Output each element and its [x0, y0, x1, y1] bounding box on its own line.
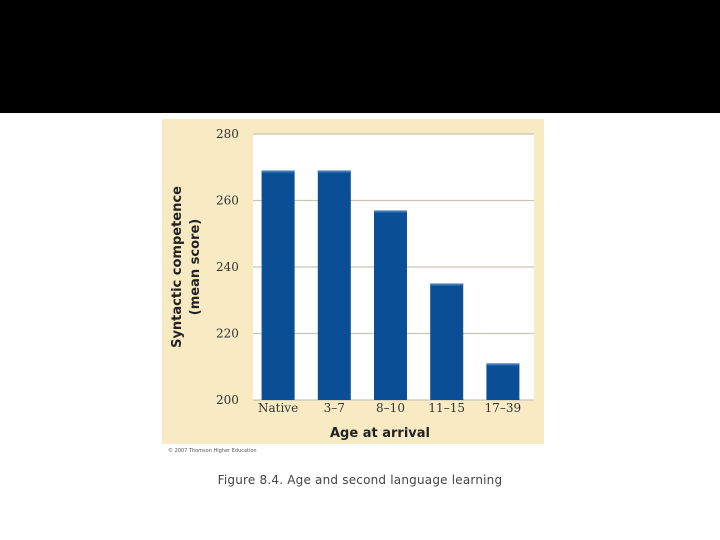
x-tick-label: 11–15	[428, 401, 465, 415]
bars	[261, 170, 520, 400]
y-tick-label: 240	[216, 260, 239, 274]
y-tick-label: 280	[216, 127, 239, 141]
figure-caption: Figure 8.4. Age and second language lear…	[217, 473, 503, 487]
x-tick-label: Native	[258, 401, 298, 415]
y-tick-labels: 200 220 240 260 280	[216, 127, 239, 407]
x-tick-label: 8–10	[376, 401, 405, 415]
bar	[261, 170, 295, 400]
bar-highlight	[486, 363, 520, 366]
chart-panel: 200 220 240 260 280 Native 3–7 8–10 11–15 17–39 …	[162, 119, 544, 444]
y-axis-title-unit: (mean score)	[188, 219, 203, 315]
y-tick-label: 200	[216, 393, 239, 407]
bar	[374, 210, 407, 400]
x-tick-labels: Native 3–7 8–10 11–15 17–39	[258, 401, 521, 415]
y-tick-label: 220	[216, 327, 239, 341]
title-band	[0, 0, 720, 113]
bar	[486, 363, 520, 400]
bar-highlight	[317, 170, 351, 173]
x-tick-label: 3–7	[324, 401, 345, 415]
bar-highlight	[374, 210, 407, 213]
bar	[430, 283, 464, 400]
bar	[317, 170, 351, 400]
copyright-note: © 2007 Thomson Higher Education	[168, 448, 257, 454]
y-axis-title: Syntactic competence	[170, 186, 185, 348]
bar-highlight	[261, 170, 295, 173]
y-tick-label: 260	[216, 194, 239, 208]
bar-highlight	[430, 283, 464, 286]
x-tick-label: 17–39	[485, 401, 522, 415]
x-axis-title: Age at arrival	[330, 426, 430, 441]
